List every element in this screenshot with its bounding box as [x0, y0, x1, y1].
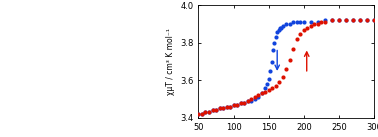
Y-axis label: χμT / cm³ K mol⁻¹: χμT / cm³ K mol⁻¹ — [166, 28, 175, 95]
